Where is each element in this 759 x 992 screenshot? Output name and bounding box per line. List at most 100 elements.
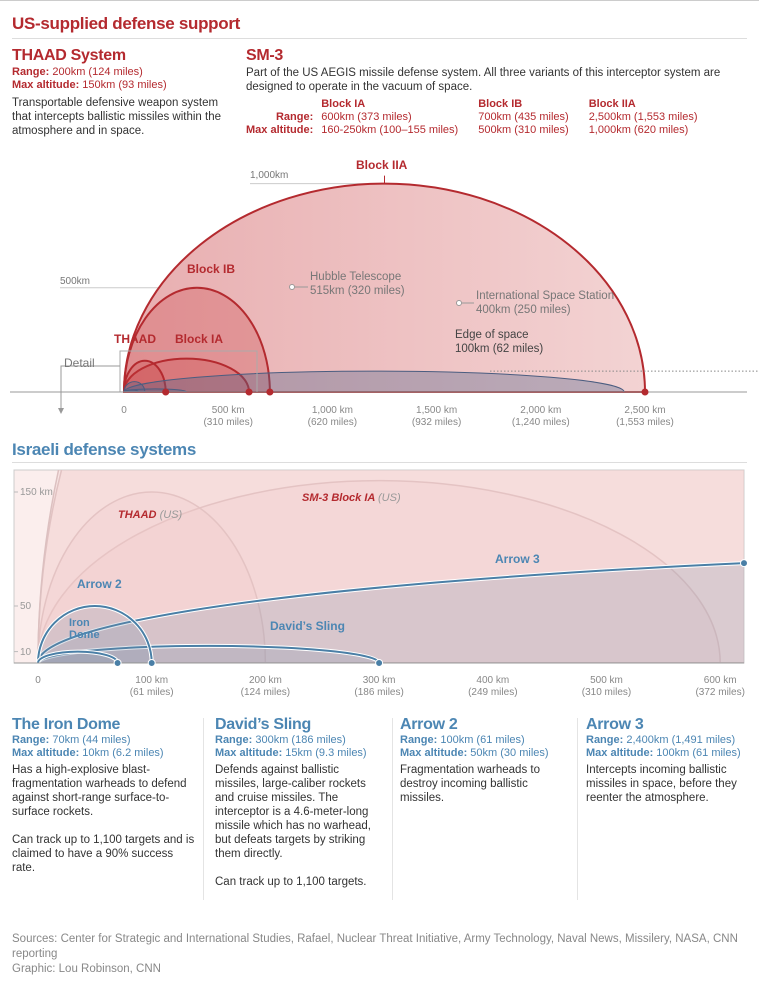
hubble-marker [289, 284, 295, 290]
arc-arrow-3 [37, 562, 744, 663]
tick-miles: (249 miles) [468, 687, 518, 698]
endpoint-iron-dome [113, 659, 122, 667]
x-tick: 600 km (372 miles) [685, 675, 755, 699]
edge-value: 100km (62 miles) [455, 343, 544, 355]
arc-block-iia [122, 182, 647, 393]
top-border [0, 0, 759, 1]
alt-label: Max altitude: [400, 747, 468, 759]
tick-miles: (932 miles) [411, 417, 462, 428]
thaad-info: THAAD System Range: 200km (124 miles) Ma… [12, 47, 232, 138]
card-the-iron-dome: The Iron Dome Range: 70km (44 miles) Max… [12, 716, 197, 875]
card-title: Arrow 3 [586, 716, 644, 733]
x-tick: 300 km (186 miles) [344, 675, 414, 699]
detail-leader [60, 365, 120, 412]
fill-arrow-3 [38, 563, 744, 663]
endpoint-block-ia [245, 388, 253, 396]
x-tick: 1,000 km (620 miles) [297, 405, 367, 429]
y-label-1000: 1,000km [250, 170, 289, 181]
endpoint-david-s-sling [375, 659, 384, 667]
range-label: Range: [215, 734, 253, 746]
x-tick: 0 [89, 405, 159, 417]
range-value: 2,400km (1,491 miles) [626, 734, 736, 746]
sm3-desc: Part of the US AEGIS missile defense sys… [246, 67, 721, 93]
endpoint-block-iia [641, 388, 649, 396]
divider [12, 462, 747, 463]
label-block-ia: Block IA [175, 332, 224, 346]
block-iia-name: Block IIA [588, 98, 636, 110]
range-label: Range: [275, 111, 314, 123]
arc-arrow-2 [37, 605, 153, 663]
alt-value: 150km (93 miles) [82, 79, 167, 91]
thaad-name: THAAD [118, 509, 157, 521]
block-iia-range: 2,500km (1,553 miles) [588, 111, 698, 123]
x-tick: 2,500 km (1,553 miles) [610, 405, 680, 429]
hubble-value: 515km (320 miles) [310, 285, 405, 297]
alt-label: Max altitude: [215, 747, 283, 759]
label-iron-dome: Iron Dome [69, 617, 100, 641]
tick-km: 0 [35, 675, 41, 686]
thaad-title: THAAD System [12, 47, 126, 64]
range-value: 200km (124 miles) [52, 66, 143, 78]
block-ia-range: 600km (373 miles) [321, 111, 412, 123]
arc-block-ia [122, 357, 251, 393]
card-david-s-sling: David’s Sling Range: 300km (186 miles) M… [215, 716, 385, 889]
card-desc: Fragmentation warheads to destroy incomi… [400, 764, 540, 804]
tick-km: 2,500 km [624, 405, 666, 416]
iron-dome-line2: Dome [69, 629, 100, 641]
label-davids-sling: David’s Sling [270, 619, 345, 633]
iss-marker [456, 300, 462, 306]
tick-miles: (1,240 miles) [511, 417, 570, 428]
range-value: 300km (186 miles) [255, 734, 346, 746]
tick-km: 100 km [135, 675, 169, 686]
y-tick-10: 10 [20, 647, 32, 658]
x-tick: 2,000 km (1,240 miles) [506, 405, 576, 429]
fill-arrow-2 [38, 606, 152, 663]
tick-miles: (310 miles) [203, 417, 253, 428]
tick-km: 200 km [248, 675, 282, 686]
card-desc-2: Can track up to 1,100 targets and is cla… [12, 834, 195, 874]
label-block-iia: Block IIA [356, 158, 408, 172]
arc-block-ib [122, 286, 271, 393]
range-value: 70km (44 miles) [52, 734, 131, 746]
range-label: Range: [586, 734, 624, 746]
endpoint-block-ib [266, 388, 274, 396]
arc-iron-dome [37, 650, 119, 663]
tick-km: 600 km [703, 675, 737, 686]
card-desc: Has a high-explosive blast-fragmentation… [12, 764, 187, 818]
label-block-ib: Block IB [187, 262, 236, 276]
detail-label: Detail [64, 356, 95, 370]
edge-name: Edge of space [455, 329, 529, 341]
tick-km: 300 km [362, 675, 396, 686]
arc-us-2500 [37, 470, 744, 663]
arc-israeli-100 [123, 381, 146, 393]
us-tag: (US) [378, 492, 401, 504]
credit: Graphic: Lou Robinson, CNN [12, 963, 161, 975]
tick-miles: (620 miles) [307, 417, 358, 428]
us-range-chart [10, 175, 759, 414]
divider [203, 718, 204, 900]
chart-frame [13, 469, 745, 664]
iss-annotation: International Space Station 400km (250 m… [476, 289, 614, 317]
tick-km: 1,000 km [311, 405, 353, 416]
card-desc: Defends against ballistic missiles, larg… [215, 764, 371, 860]
card-title: Arrow 2 [400, 716, 458, 733]
x-tick: 400 km (249 miles) [458, 675, 528, 699]
sm3-info: SM-3 Part of the US AEGIS missile defens… [246, 47, 726, 137]
alt-label: Max altitude: [246, 124, 314, 136]
label-arrow-3: Arrow 3 [495, 552, 540, 566]
card-desc-2: Can track up to 1,100 targets. [215, 876, 367, 888]
tick-miles: (186 miles) [354, 687, 404, 698]
fill-david-s-sling [38, 645, 380, 663]
arc-us-700 [37, 470, 744, 663]
alt-value: 50km (30 miles) [470, 747, 549, 759]
card-title: David’s Sling [215, 716, 311, 733]
arc-sm-3-block-ia [37, 479, 721, 663]
alt-value: 100km (61 miles) [656, 747, 741, 759]
iron-dome-line1: Iron [69, 617, 90, 629]
label-arrow-2: Arrow 2 [77, 577, 122, 591]
label-sm3-us: SM-3 Block IA (US) [302, 492, 401, 504]
footer: Sources: Center for Strategic and Intern… [12, 932, 747, 977]
block-iia-alt: 1,000km (620 miles) [588, 124, 689, 136]
israel-section-title: Israeli defense systems [12, 440, 196, 459]
block-ib-range: 700km (435 miles) [478, 111, 569, 123]
